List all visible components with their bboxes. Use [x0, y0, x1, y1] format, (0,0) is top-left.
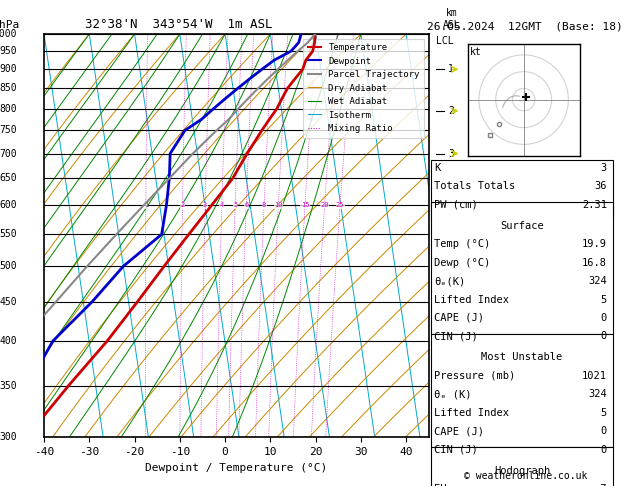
Text: 1: 1 [143, 202, 148, 208]
Text: 5: 5 [601, 295, 607, 305]
Text: 450: 450 [0, 296, 17, 307]
Text: θₑ (K): θₑ (K) [434, 389, 472, 399]
Text: 500: 500 [0, 261, 17, 271]
Text: 700: 700 [0, 149, 17, 158]
Text: 16.8: 16.8 [582, 258, 607, 268]
Text: kt: kt [470, 47, 482, 57]
Text: 36: 36 [594, 181, 607, 191]
Text: 300: 300 [0, 433, 17, 442]
Text: 400: 400 [0, 336, 17, 346]
Text: 750: 750 [0, 125, 17, 136]
Text: 600: 600 [0, 200, 17, 210]
Text: 2: 2 [181, 202, 184, 208]
Text: 0: 0 [601, 313, 607, 323]
Text: 3: 3 [448, 149, 454, 158]
Text: 6: 6 [448, 280, 454, 291]
Text: 25: 25 [336, 202, 344, 208]
Text: 19.9: 19.9 [582, 239, 607, 249]
Text: 4: 4 [448, 191, 454, 201]
Title: 32°38'N  343°54'W  1m ASL: 32°38'N 343°54'W 1m ASL [85, 18, 272, 32]
Text: km
ASL: km ASL [443, 8, 460, 30]
Text: 350: 350 [0, 381, 17, 391]
Text: 7: 7 [448, 328, 454, 338]
Text: 1: 1 [448, 64, 454, 74]
Text: PW (cm): PW (cm) [434, 200, 478, 210]
Text: Lifted Index: Lifted Index [434, 408, 509, 418]
Text: Totals Totals: Totals Totals [434, 181, 515, 191]
Text: 650: 650 [0, 174, 17, 183]
Text: -7: -7 [594, 484, 607, 486]
Text: 20: 20 [320, 202, 329, 208]
Text: K: K [434, 163, 440, 173]
Text: 2.31: 2.31 [582, 200, 607, 210]
Text: 1000: 1000 [0, 29, 17, 39]
Text: Temp (°C): Temp (°C) [434, 239, 490, 249]
Text: 15: 15 [301, 202, 309, 208]
Text: 10: 10 [274, 202, 282, 208]
Text: 5: 5 [233, 202, 237, 208]
Text: 8: 8 [448, 375, 454, 385]
Text: 5: 5 [601, 408, 607, 418]
Text: 900: 900 [0, 64, 17, 74]
Text: 8: 8 [262, 202, 266, 208]
Text: Hodograph: Hodograph [494, 466, 550, 476]
Text: hPa: hPa [0, 20, 19, 30]
Text: CAPE (J): CAPE (J) [434, 426, 484, 436]
Text: 5: 5 [448, 236, 454, 245]
Text: 3: 3 [601, 163, 607, 173]
Text: 0: 0 [601, 445, 607, 455]
Text: EH: EH [434, 484, 447, 486]
Text: CAPE (J): CAPE (J) [434, 313, 484, 323]
Text: Lifted Index: Lifted Index [434, 295, 509, 305]
Text: LCL: LCL [437, 36, 454, 46]
Text: θₑ(K): θₑ(K) [434, 276, 465, 286]
Text: 6: 6 [244, 202, 248, 208]
Text: 1021: 1021 [582, 371, 607, 381]
Text: Dewp (°C): Dewp (°C) [434, 258, 490, 268]
Text: 800: 800 [0, 104, 17, 114]
X-axis label: Dewpoint / Temperature (°C): Dewpoint / Temperature (°C) [145, 463, 328, 473]
Text: 4: 4 [220, 202, 224, 208]
Text: 550: 550 [0, 229, 17, 239]
Text: Surface: Surface [500, 221, 544, 231]
Text: Mixing Ratio (g/kg): Mixing Ratio (g/kg) [470, 180, 480, 292]
Text: Pressure (mb): Pressure (mb) [434, 371, 515, 381]
Text: Most Unstable: Most Unstable [481, 352, 563, 363]
Text: CIN (J): CIN (J) [434, 331, 478, 342]
Text: 950: 950 [0, 46, 17, 56]
Text: 850: 850 [0, 84, 17, 93]
Text: 2: 2 [448, 106, 454, 116]
Text: © weatheronline.co.uk: © weatheronline.co.uk [464, 471, 587, 481]
Text: 0: 0 [601, 426, 607, 436]
Text: 324: 324 [588, 276, 607, 286]
Text: 26.05.2024  12GMT  (Base: 18): 26.05.2024 12GMT (Base: 18) [427, 22, 623, 32]
Text: 0: 0 [601, 331, 607, 342]
Legend: Temperature, Dewpoint, Parcel Trajectory, Dry Adiabat, Wet Adiabat, Isotherm, Mi: Temperature, Dewpoint, Parcel Trajectory… [303, 38, 424, 138]
Text: CIN (J): CIN (J) [434, 445, 478, 455]
Text: 324: 324 [588, 389, 607, 399]
Text: 3: 3 [203, 202, 208, 208]
